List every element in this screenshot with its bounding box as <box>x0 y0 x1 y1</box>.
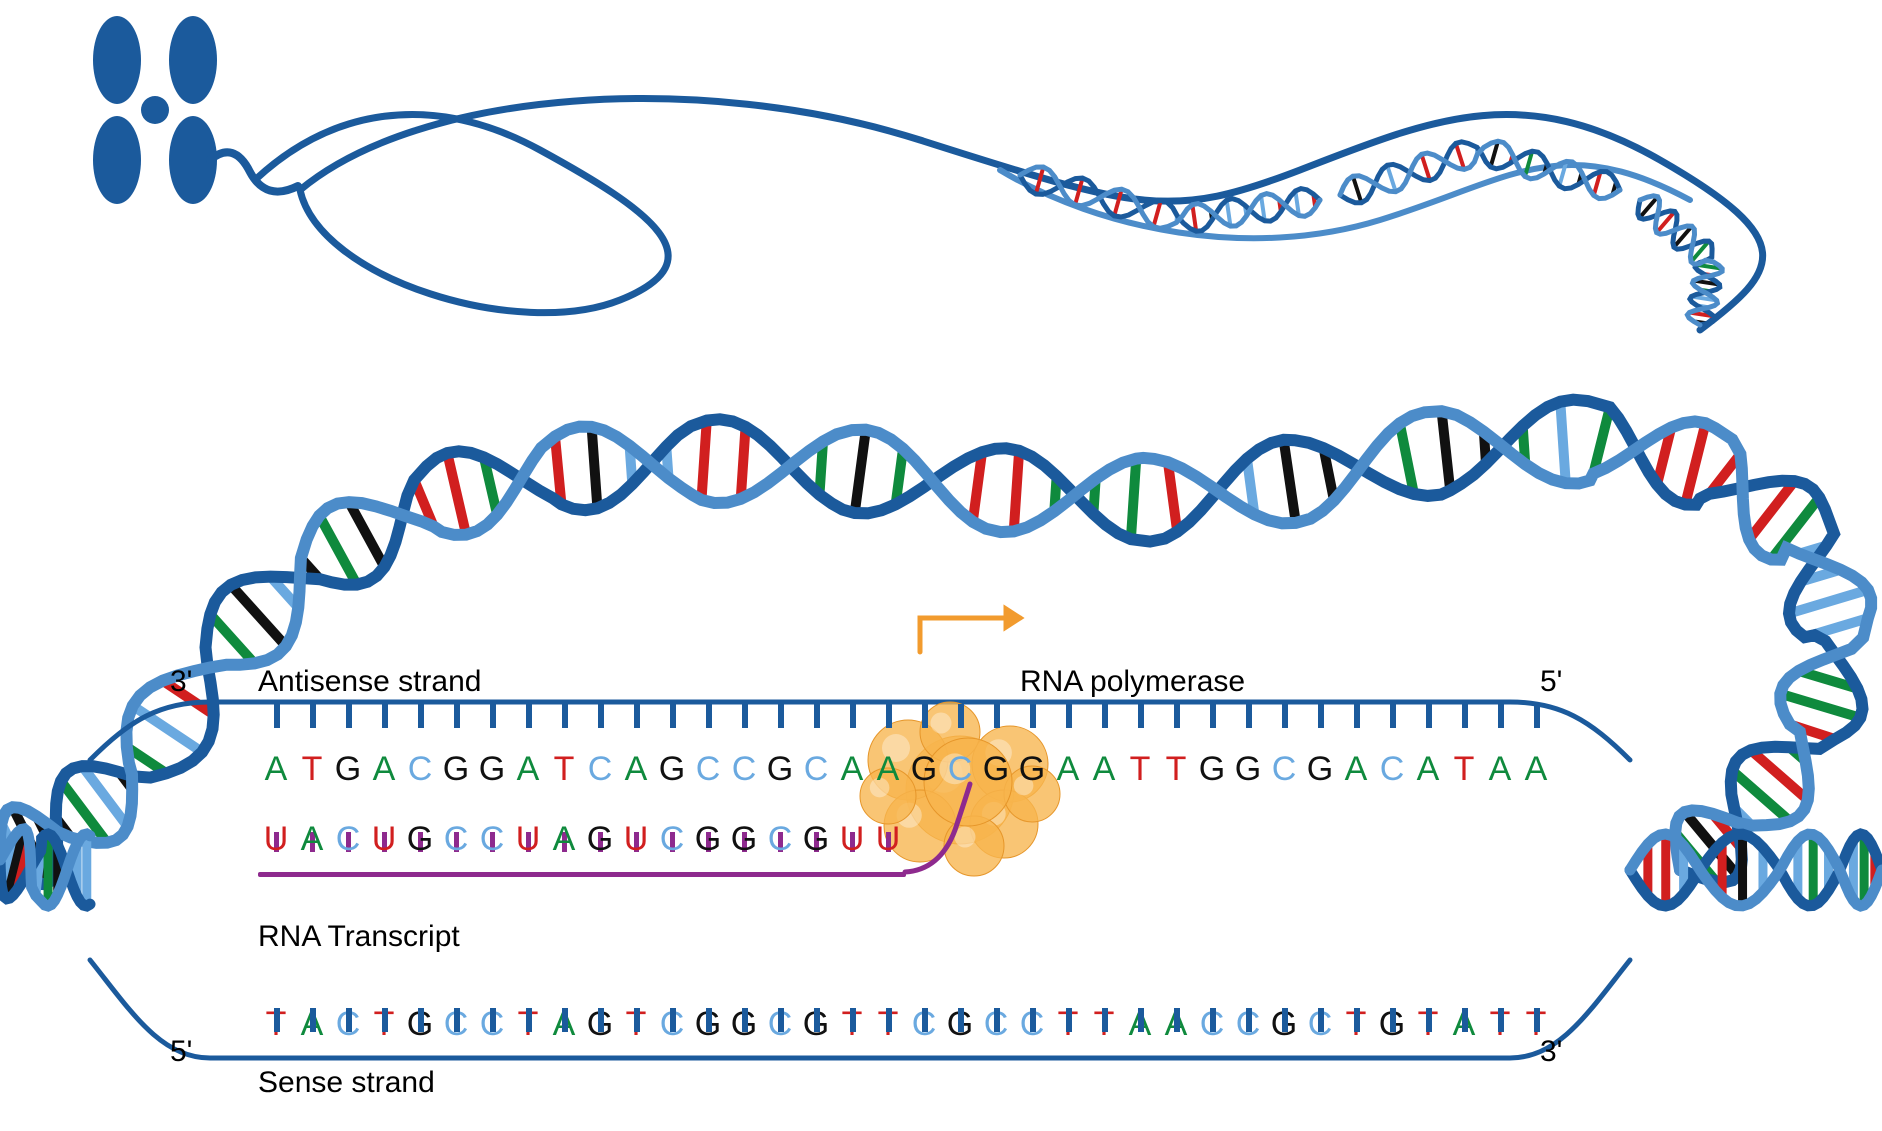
chromatin-fiber <box>255 99 1763 330</box>
base-letter: G <box>654 750 690 789</box>
label-5prime-top-right: 5' <box>1540 665 1562 699</box>
base-letter: U <box>618 820 654 859</box>
base-letter: C <box>582 750 618 789</box>
base-letter: U <box>834 820 870 859</box>
base-letter: C <box>942 750 978 789</box>
base-letter: U <box>258 820 294 859</box>
base-letter: C <box>1266 750 1302 789</box>
helix-right-flank <box>1630 834 1882 906</box>
base-letter: A <box>1410 750 1446 789</box>
label-antisense-strand: Antisense strand <box>258 665 481 699</box>
base-letter: C <box>654 820 690 859</box>
base-letter: A <box>618 750 654 789</box>
base-letter: G <box>402 820 438 859</box>
base-letter: T <box>1158 750 1194 789</box>
label-5prime-bottom-left: 5' <box>170 1035 192 1069</box>
label-rna-transcript: RNA Transcript <box>258 920 460 954</box>
base-letter: A <box>834 750 870 789</box>
base-letter: U <box>870 820 906 859</box>
transcription-diagram: 3' 5' 5' 3' Antisense strand RNA polymer… <box>0 0 1882 1131</box>
base-letter: G <box>438 750 474 789</box>
label-3prime-top-left: 3' <box>170 665 192 699</box>
chromosome-icon <box>93 16 298 204</box>
antisense-sequence: ATGACGGATCAGCCGCAAGCGGAATTGGCGACATAA <box>258 750 1554 789</box>
base-letter: G <box>1014 750 1050 789</box>
label-sense-strand: Sense strand <box>258 1066 435 1100</box>
base-letter: T <box>546 750 582 789</box>
base-letter: G <box>906 750 942 789</box>
base-letter: G <box>582 820 618 859</box>
base-letter: A <box>1086 750 1122 789</box>
base-letter: C <box>402 750 438 789</box>
rna-backbone <box>258 872 906 877</box>
base-letter: C <box>798 750 834 789</box>
helix-left-flank <box>0 829 90 906</box>
base-letter: A <box>870 750 906 789</box>
base-letter: T <box>1122 750 1158 789</box>
base-letter: T <box>294 750 330 789</box>
base-letter: G <box>1302 750 1338 789</box>
base-letter: C <box>474 820 510 859</box>
base-letter: A <box>258 750 294 789</box>
base-letter: A <box>1518 750 1554 789</box>
base-letter: T <box>1446 750 1482 789</box>
rna-sequence: UACUGCCUAGUCGGCGUU <box>258 820 906 859</box>
base-letter: A <box>1050 750 1086 789</box>
base-letter: C <box>330 820 366 859</box>
base-letter: G <box>798 820 834 859</box>
base-letter: A <box>1482 750 1518 789</box>
base-letter: C <box>762 820 798 859</box>
base-letter: C <box>438 820 474 859</box>
base-letter: G <box>474 750 510 789</box>
base-letter: G <box>1230 750 1266 789</box>
label-rna-polymerase: RNA polymerase <box>1020 665 1245 699</box>
base-letter: A <box>294 820 330 859</box>
transcription-arrow <box>920 609 1020 652</box>
base-letter: C <box>1374 750 1410 789</box>
base-letter: G <box>762 750 798 789</box>
base-letter: U <box>366 820 402 859</box>
base-letter: G <box>330 750 366 789</box>
base-letter: G <box>1194 750 1230 789</box>
base-letter: A <box>1338 750 1374 789</box>
base-letter: U <box>510 820 546 859</box>
base-letter: A <box>510 750 546 789</box>
base-letter: A <box>366 750 402 789</box>
base-letter: G <box>978 750 1014 789</box>
helix-artwork <box>0 0 1882 1131</box>
base-letter: G <box>690 820 726 859</box>
base-letter: C <box>726 750 762 789</box>
base-letter: G <box>726 820 762 859</box>
base-letter: A <box>546 820 582 859</box>
base-letter: C <box>690 750 726 789</box>
